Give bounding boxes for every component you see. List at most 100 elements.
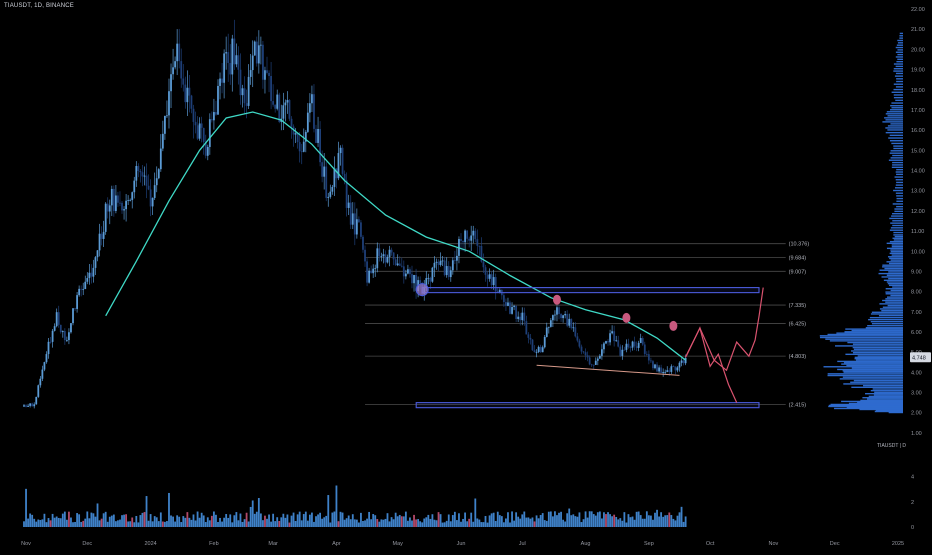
volume-bar — [656, 509, 658, 527]
volume-profile-bar — [896, 78, 903, 80]
volume-profile-bar — [889, 240, 903, 243]
volume-bar — [498, 515, 501, 527]
volume-profile-bar — [893, 88, 903, 91]
volume-bar — [492, 512, 495, 527]
candle-body — [372, 268, 375, 274]
candle-body — [643, 344, 646, 354]
candle-body — [192, 108, 195, 122]
volume-bar — [170, 515, 172, 527]
volume-profile-bar — [882, 306, 903, 308]
volume-profile-bar — [896, 195, 903, 197]
volume-bar — [53, 517, 56, 527]
volume-profile-bar — [897, 53, 903, 56]
volume-bar — [204, 522, 207, 527]
candle-body — [170, 74, 172, 92]
volume-profile-bar — [890, 259, 903, 261]
time-axis[interactable]: Nov Dec 2024 Feb Mar Apr May Jun Jul Aug Sep Oct Nov… — [21, 541, 904, 547]
volume-bar — [61, 513, 64, 527]
volume-bar — [645, 511, 648, 527]
candle-body — [360, 222, 362, 237]
volume-profile-bar — [897, 42, 903, 44]
volume-bar — [333, 511, 336, 527]
candle-body — [51, 330, 54, 342]
price-axis[interactable]: 1.002.003.004.005.006.007.008.009.0010.0… — [910, 7, 931, 437]
time-tick-label: Nov — [769, 541, 779, 547]
candle-body — [382, 254, 385, 257]
volume-bar — [306, 520, 309, 527]
candle-body — [229, 62, 232, 75]
volume-bar — [668, 512, 671, 527]
volume-bar — [74, 522, 76, 527]
candle-body — [308, 103, 311, 113]
candle-body — [496, 291, 499, 293]
candle-body — [678, 362, 681, 368]
volume-bar — [29, 513, 32, 527]
candle-body — [502, 295, 505, 303]
volume-profile-bar — [879, 308, 903, 310]
candle-body — [339, 147, 342, 154]
volume-bar — [164, 521, 166, 527]
candle-body — [70, 323, 72, 333]
candle-body — [654, 364, 656, 369]
candle-body — [449, 270, 452, 278]
volume-bar — [447, 514, 450, 527]
price-tick-label: 4.00 — [911, 370, 922, 376]
candle-body — [90, 272, 93, 277]
candle-body — [317, 129, 319, 143]
volume-bar — [119, 519, 121, 527]
candle-body — [580, 346, 583, 352]
volume-bar — [494, 520, 497, 527]
volume-tick-label: 4 — [911, 475, 914, 481]
candle-body — [378, 248, 381, 257]
volume-profile-bar — [894, 208, 903, 210]
volume-bar — [566, 513, 569, 527]
candle-body — [125, 200, 128, 210]
volume-bar — [374, 515, 377, 527]
candle-body — [245, 103, 248, 106]
volume-bar — [104, 511, 107, 527]
time-tick-label: Dec — [830, 541, 840, 547]
candle-body — [482, 261, 485, 268]
volume-profile-bar — [890, 227, 903, 229]
volume-bar — [484, 516, 487, 527]
candle-body — [650, 360, 652, 362]
time-tick-label: 2024 — [144, 541, 156, 547]
volume-bar — [357, 522, 360, 527]
volume-bar — [460, 521, 462, 527]
candle-body — [78, 288, 81, 296]
candle-body — [562, 315, 565, 319]
volume-bar — [662, 516, 665, 527]
volume-profile-bar — [887, 256, 903, 258]
volume-profile-bar — [891, 166, 903, 168]
volume-bar — [480, 522, 483, 527]
symbol-header[interactable]: TIAUSDT, 1D, BINANCE — [4, 3, 75, 9]
volume-bar — [392, 519, 395, 527]
volume-bar — [82, 520, 85, 527]
candle-body — [462, 240, 464, 243]
volume-profile-bar — [894, 75, 903, 77]
candle-body — [603, 343, 605, 350]
time-tick-label: 2025 — [892, 541, 904, 547]
candle-body — [137, 166, 140, 172]
volume-bar — [590, 511, 593, 527]
candle-body — [241, 88, 244, 96]
volume-bar — [376, 519, 379, 527]
candle-body — [355, 219, 358, 235]
volume-profile-bar — [827, 374, 903, 377]
volume-bar — [161, 521, 164, 527]
volume-profile-bar — [885, 127, 903, 129]
volume-bar — [576, 516, 579, 527]
moving-average — [105, 111, 686, 361]
volume-bar — [372, 514, 375, 527]
candle-body — [558, 307, 560, 315]
volume-bar — [298, 511, 301, 527]
time-tick-label: Apr — [332, 541, 341, 547]
volume-profile-bar — [892, 161, 903, 164]
candle-body — [582, 351, 585, 353]
candle-body — [668, 370, 671, 372]
volume-profile-bar — [887, 129, 903, 131]
volume-bar — [208, 520, 211, 527]
volume-bar — [311, 512, 313, 527]
